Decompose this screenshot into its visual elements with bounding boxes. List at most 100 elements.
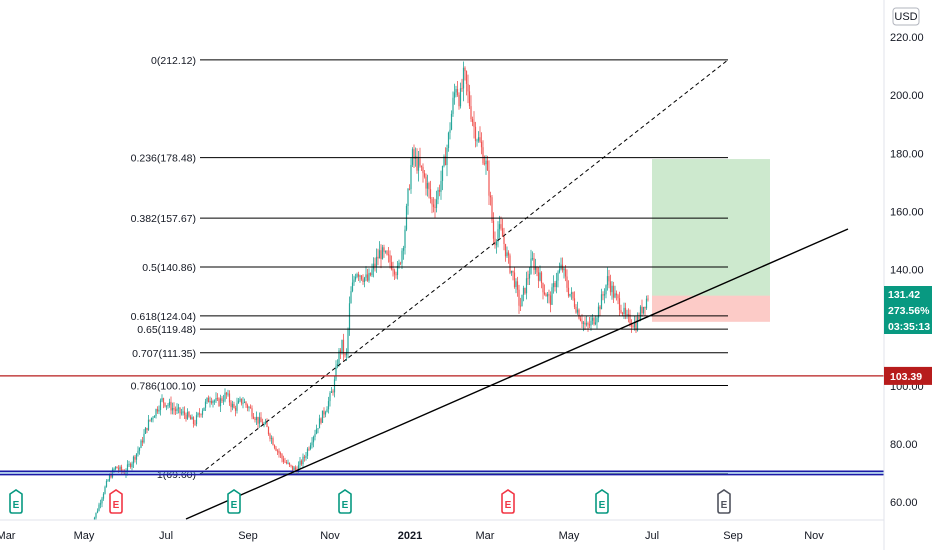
candle: [131, 461, 133, 471]
candle: [284, 457, 286, 463]
candle: [482, 140, 484, 165]
position-stop-zone[interactable]: [652, 295, 770, 322]
candle: [557, 270, 559, 288]
candle: [389, 250, 391, 269]
candle: [267, 426, 270, 436]
candle: [578, 308, 580, 320]
candle: [549, 291, 552, 313]
candle: [156, 406, 159, 414]
currency-button[interactable]: USD: [892, 7, 920, 26]
earnings-event-icon[interactable]: E: [338, 489, 352, 514]
candle: [540, 271, 543, 289]
candle: [491, 194, 493, 224]
candle: [303, 454, 306, 462]
earnings-event-icon[interactable]: E: [109, 489, 123, 514]
candle: [593, 316, 595, 326]
fib-level[interactable]: 0.236(178.48): [131, 153, 728, 165]
x-tick-label: May: [74, 530, 95, 542]
candle: [141, 436, 144, 447]
candle: [323, 407, 325, 419]
candle: [114, 466, 117, 471]
candle: [426, 174, 429, 197]
candle: [513, 266, 516, 289]
candle: [98, 502, 100, 512]
candle: [245, 400, 247, 408]
rising-trend-line[interactable]: [185, 228, 849, 520]
candle: [474, 121, 477, 148]
candle: [374, 257, 376, 272]
candle: [140, 439, 142, 449]
candle: [609, 274, 612, 296]
candle: [408, 184, 411, 191]
candle: [536, 266, 538, 277]
earnings-event-icon[interactable]: E: [717, 489, 731, 514]
candle: [335, 360, 337, 381]
candle: [150, 417, 153, 423]
candle: [182, 406, 184, 416]
candle: [380, 244, 382, 269]
trend-lines[interactable]: [0, 228, 884, 520]
candle: [174, 406, 177, 415]
candle: [315, 424, 318, 435]
candle: [641, 299, 643, 317]
fib-level[interactable]: 0.65(119.48): [137, 324, 728, 336]
fib-level-label: 0.382(157.67): [131, 213, 196, 225]
candle: [537, 267, 540, 288]
earnings-event-label: E: [721, 500, 728, 511]
earnings-event-icon[interactable]: E: [501, 489, 515, 514]
candle: [281, 453, 283, 463]
candle: [465, 70, 468, 96]
candle: [480, 132, 483, 155]
candle: [471, 116, 474, 127]
candle: [179, 407, 181, 419]
candle: [617, 293, 619, 305]
fib-level[interactable]: 0.786(100.10): [131, 380, 728, 392]
price-scale[interactable]: [884, 0, 932, 550]
candle: [564, 265, 567, 282]
long-position-tool[interactable]: [652, 159, 770, 322]
candle: [206, 397, 208, 405]
candle: [251, 405, 253, 420]
candle: [195, 411, 198, 427]
candle: [101, 496, 103, 508]
candle: [495, 239, 498, 254]
earnings-event-icon[interactable]: E: [9, 489, 23, 514]
candle: [522, 285, 525, 302]
fib-level[interactable]: 0(212.12): [151, 55, 728, 67]
x-tick-label: Jul: [645, 530, 659, 542]
candle: [459, 82, 462, 109]
candle: [339, 348, 342, 359]
candle: [345, 348, 348, 361]
fib-level[interactable]: 0.5(140.86): [142, 262, 728, 274]
candle: [447, 131, 450, 152]
earnings-event-icon[interactable]: E: [227, 489, 241, 514]
candle: [554, 280, 556, 292]
fib-level[interactable]: 0.382(157.67): [131, 213, 728, 225]
candle: [399, 261, 402, 266]
candle: [143, 429, 145, 444]
fibonacci-retracement[interactable]: 0(212.12) 0.236(178.48) 0.382(157.67) 0.5(1…: [131, 55, 729, 481]
candle: [353, 275, 355, 286]
earnings-event-icon[interactable]: E: [595, 489, 609, 514]
candle: [473, 111, 475, 139]
candle: [585, 315, 588, 327]
candle: [165, 405, 168, 411]
fib-level[interactable]: 0.707(111.35): [132, 348, 728, 360]
candle: [479, 126, 481, 143]
candle: [516, 276, 519, 297]
fib-level[interactable]: 0.618(124.04): [131, 311, 728, 323]
candle: [584, 316, 586, 331]
position-profit-zone[interactable]: [652, 159, 770, 296]
y-tick-label: 80.00: [890, 439, 918, 451]
candle: [132, 455, 135, 469]
candle: [330, 386, 333, 394]
candle: [548, 289, 550, 304]
candle: [555, 272, 558, 294]
candle: [218, 397, 220, 407]
candle: [588, 316, 591, 329]
candle: [552, 275, 555, 294]
candle: [260, 412, 262, 423]
candle: [528, 266, 531, 285]
